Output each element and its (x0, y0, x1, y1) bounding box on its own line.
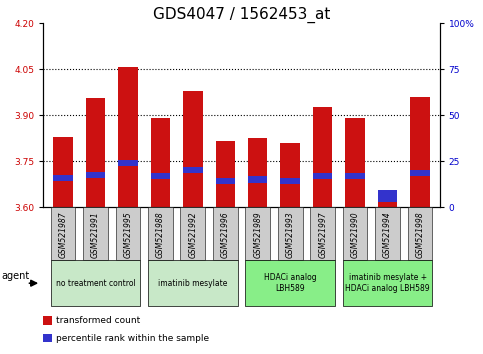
Text: imatinib mesylate +
HDACi analog LBH589: imatinib mesylate + HDACi analog LBH589 (345, 274, 430, 293)
Bar (313, 173, 332, 179)
Text: HDACi analog
LBH589: HDACi analog LBH589 (264, 274, 316, 293)
Bar (281, 143, 300, 207)
Title: GDS4047 / 1562453_at: GDS4047 / 1562453_at (153, 7, 330, 23)
Bar (118, 160, 138, 166)
Bar (85, 98, 105, 207)
Bar (411, 170, 430, 176)
Text: GSM521990: GSM521990 (351, 212, 360, 258)
Text: GSM521991: GSM521991 (91, 212, 100, 258)
Text: GSM521998: GSM521998 (415, 212, 425, 258)
Bar (378, 190, 398, 202)
Bar (248, 176, 268, 183)
Bar (313, 107, 332, 207)
Text: GSM521992: GSM521992 (188, 212, 197, 258)
Bar (53, 137, 72, 207)
Bar (411, 97, 430, 207)
Text: GSM521993: GSM521993 (286, 212, 295, 258)
Text: GSM521997: GSM521997 (318, 212, 327, 258)
Bar (215, 178, 235, 184)
Bar (183, 167, 202, 173)
Text: imatinib mesylate: imatinib mesylate (158, 279, 227, 288)
Text: GSM521994: GSM521994 (383, 212, 392, 258)
Text: GSM521996: GSM521996 (221, 212, 230, 258)
Bar (248, 138, 268, 207)
Text: GSM521987: GSM521987 (58, 212, 68, 258)
Text: no treatment control: no treatment control (56, 279, 135, 288)
Bar (118, 68, 138, 207)
Bar (85, 172, 105, 178)
Bar (378, 198, 398, 207)
Bar (151, 118, 170, 207)
Text: GSM521995: GSM521995 (123, 212, 132, 258)
Text: GSM521988: GSM521988 (156, 212, 165, 258)
Text: transformed count: transformed count (56, 316, 140, 325)
Bar (215, 141, 235, 207)
Text: percentile rank within the sample: percentile rank within the sample (56, 333, 209, 343)
Text: agent: agent (1, 271, 29, 281)
Bar (151, 173, 170, 179)
Bar (53, 175, 72, 181)
Bar (281, 178, 300, 184)
Bar (345, 118, 365, 207)
Bar (183, 91, 202, 207)
Text: GSM521989: GSM521989 (253, 212, 262, 258)
Bar (345, 173, 365, 179)
